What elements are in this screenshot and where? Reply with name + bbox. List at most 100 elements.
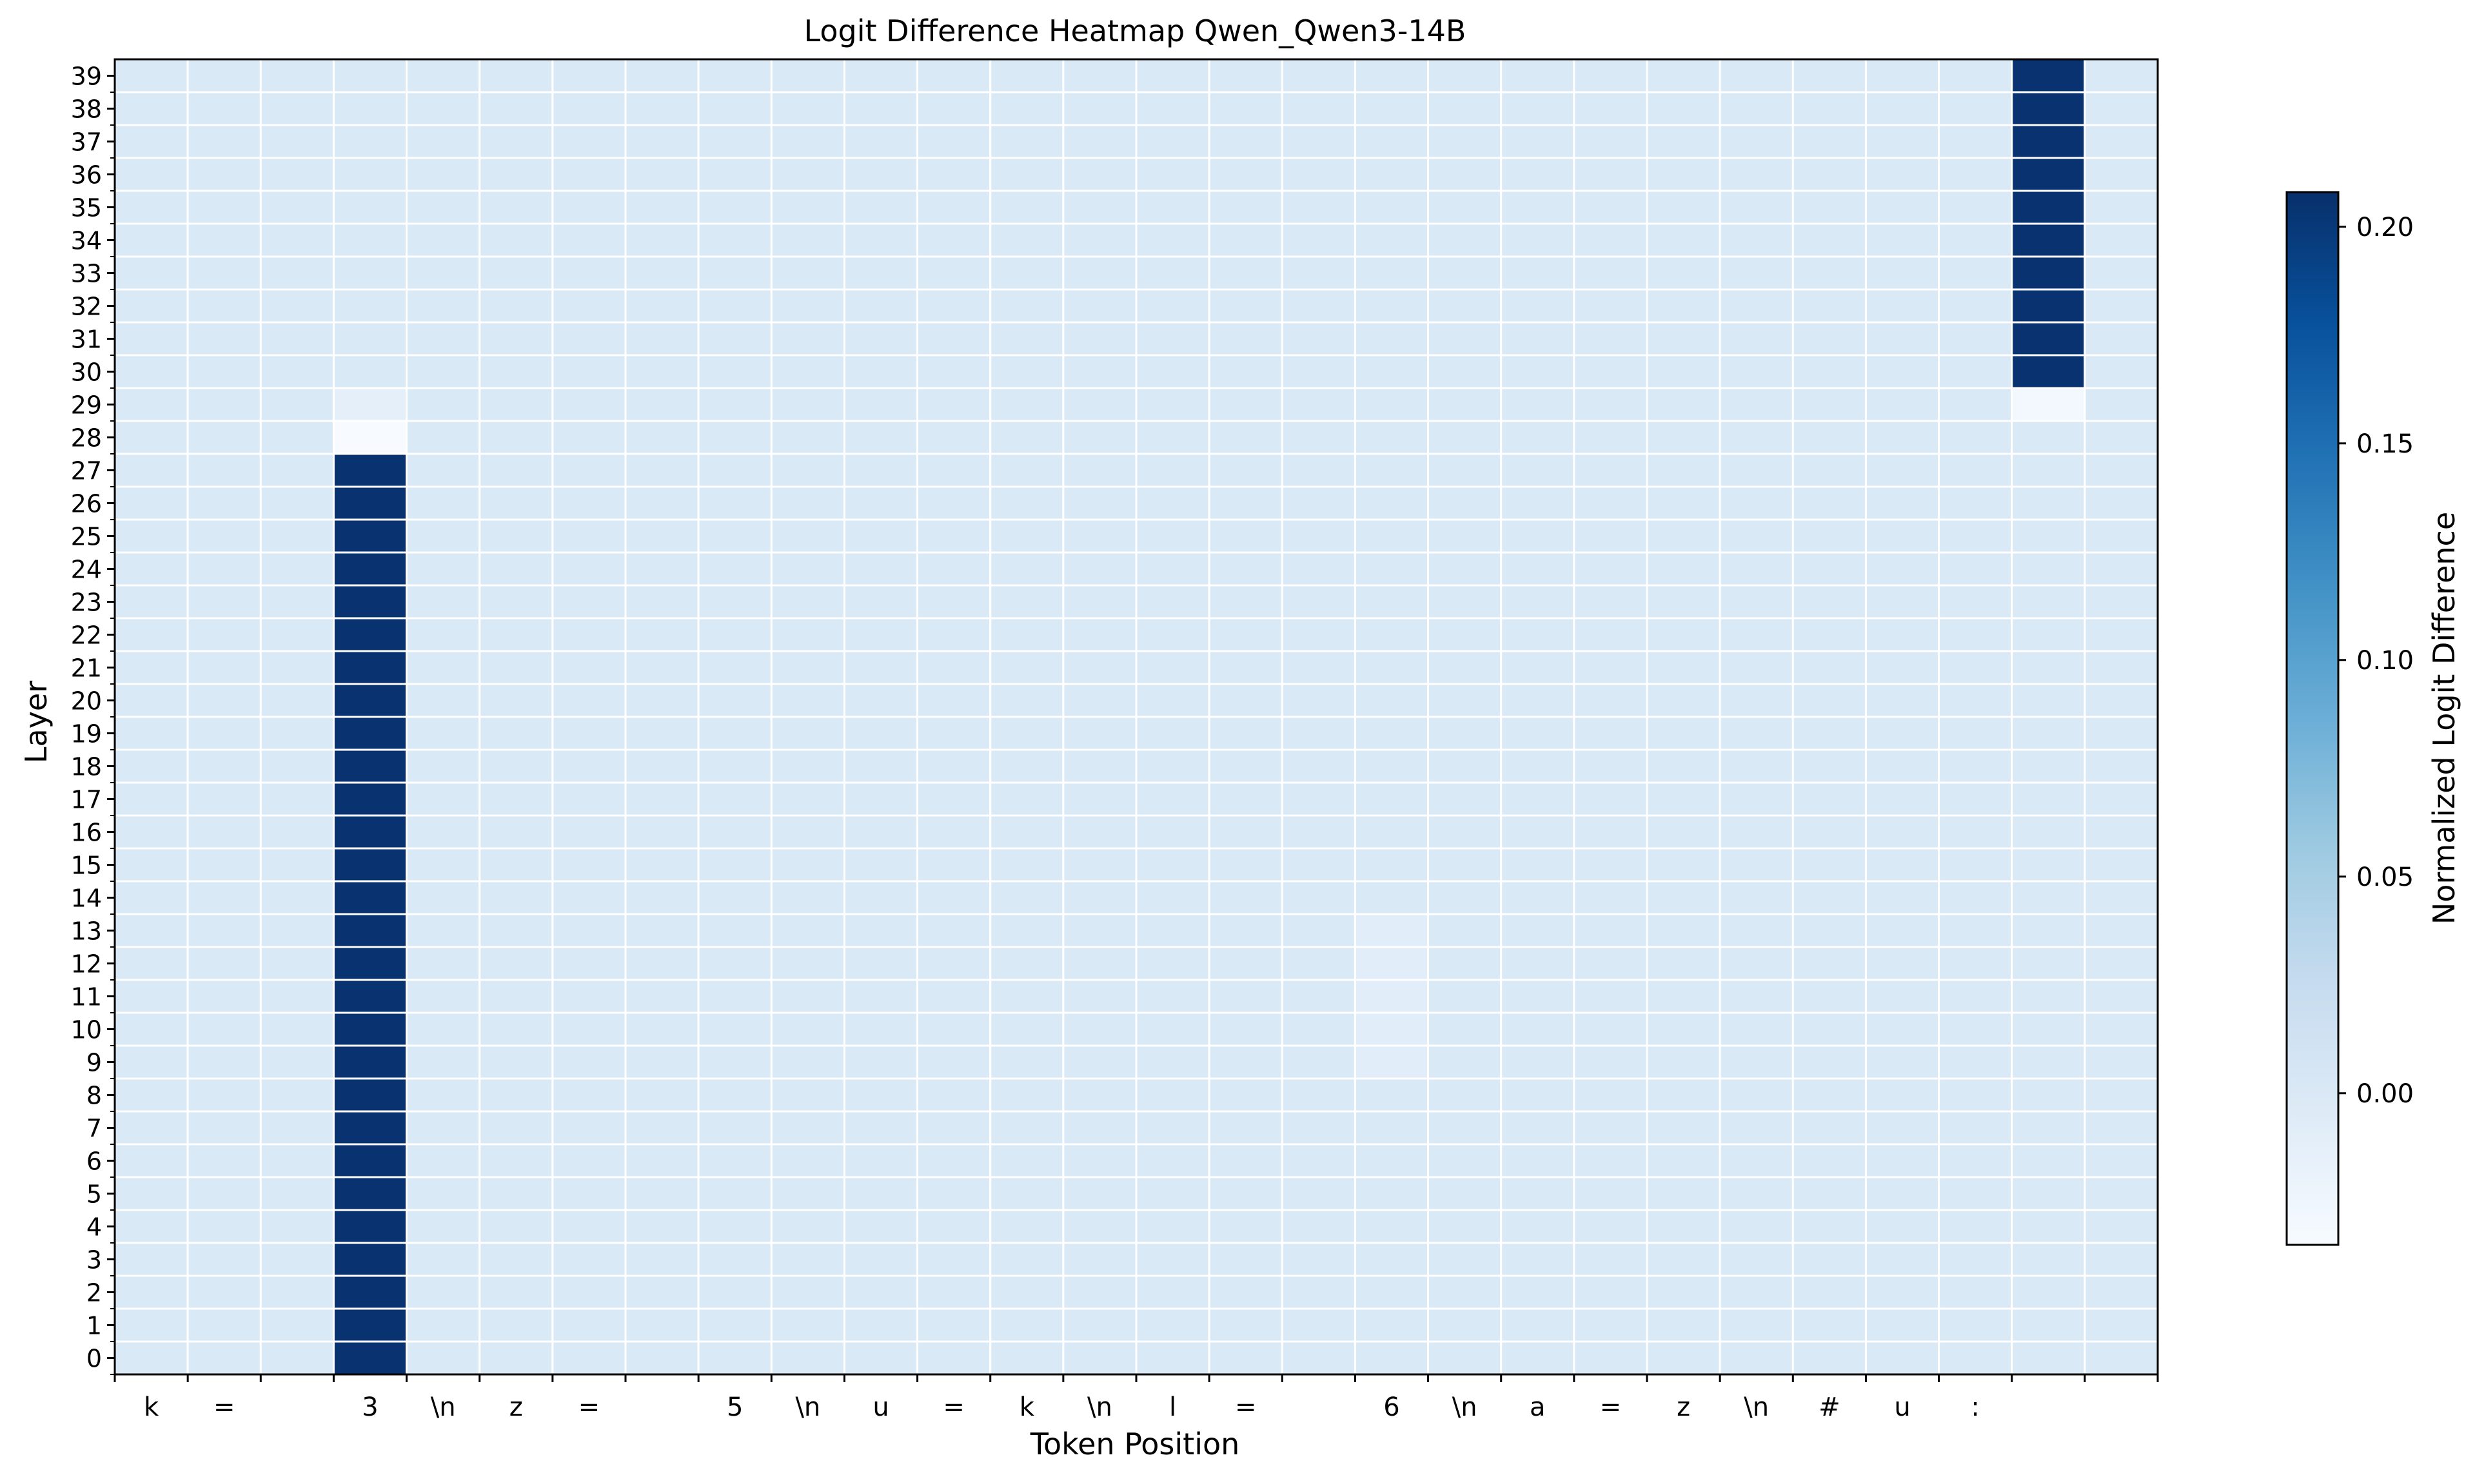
heatmap-cell [1500,1110,1575,1146]
heatmap-cell [770,979,845,1014]
heatmap-cell [478,453,554,488]
heatmap-cell [1135,1011,1210,1047]
heatmap-cell [1719,584,1794,620]
heatmap-cell [406,748,481,784]
heatmap-cell [332,1044,408,1080]
heatmap-cell [1062,157,1138,192]
heatmap-cell [186,617,262,652]
heatmap-cell [1646,847,1721,883]
heatmap-cell [1646,91,1721,126]
heatmap-cell [1938,453,2013,488]
heatmap-cell [332,1340,408,1376]
heatmap-cell [1791,1209,1867,1244]
heatmap-cell [186,913,262,948]
heatmap-cell [1646,124,1721,159]
heatmap-cell [2084,1274,2159,1310]
heatmap-cell [1938,485,2013,521]
heatmap-cell [1573,946,1648,981]
heatmap-cell [916,748,992,784]
heatmap-cell [697,222,773,258]
heatmap-cell [1791,1077,1867,1113]
heatmap-cell [1646,1176,1721,1211]
heatmap-cell [1791,880,1867,915]
heatmap-cell [989,847,1065,883]
heatmap-cell [259,781,335,817]
heatmap-cell [989,1307,1065,1343]
x-tick-label: z [1677,1392,1690,1422]
heatmap-cell [1354,190,1430,225]
heatmap-cell [406,880,481,915]
heatmap-cell [1938,716,2013,751]
heatmap-cell [1646,58,1721,93]
heatmap-cell [1427,1011,1503,1047]
heatmap-cell [770,190,845,225]
heatmap-cell [1646,913,1721,948]
heatmap-cell [989,91,1065,126]
heatmap-cell [1864,1176,1940,1211]
heatmap-cell [1281,453,1356,488]
heatmap-cell [989,1340,1065,1376]
heatmap-cell [1864,847,1940,883]
heatmap-cell [1135,124,1210,159]
heatmap-cell [1573,1044,1648,1080]
y-tick-label: 14 [71,884,102,913]
y-tick-label: 25 [71,523,102,551]
heatmap-cell [332,1011,408,1047]
heatmap-cell [551,650,627,685]
heatmap-cell [1864,1110,1940,1146]
x-tick-label: l [1169,1392,1176,1422]
heatmap-cell [1281,420,1356,455]
heatmap-cell [478,1274,554,1310]
heatmap-cell [113,617,189,652]
heatmap-cell [1500,946,1575,981]
heatmap-cell [1864,288,1940,324]
heatmap-cell [916,288,992,324]
heatmap-cell [1500,979,1575,1014]
heatmap-cell [1354,1274,1430,1310]
heatmap-cell [1062,485,1138,521]
heatmap-cell [113,58,189,93]
heatmap-cell [478,748,554,784]
heatmap-cell [697,1176,773,1211]
heatmap-cell [770,387,845,422]
heatmap-cell [113,1077,189,1113]
heatmap-cell [113,880,189,915]
heatmap-cell [843,518,919,554]
heatmap-cell [843,716,919,751]
heatmap-cell [843,814,919,850]
heatmap-cell [113,222,189,258]
heatmap-cell [186,748,262,784]
heatmap-cell [1573,91,1648,126]
heatmap-cell [843,584,919,620]
heatmap-cell [406,650,481,685]
heatmap-cell [1281,1011,1356,1047]
heatmap-cell [1573,1274,1648,1310]
heatmap-cell [1791,584,1867,620]
heatmap-cell [332,157,408,192]
heatmap-cell [1281,288,1356,324]
y-tick-label: 23 [71,589,102,617]
heatmap-cell [697,748,773,784]
heatmap-cell [916,354,992,389]
heatmap-cell [113,847,189,883]
x-tick-label: u [1894,1392,1910,1422]
heatmap-cell [186,683,262,718]
heatmap-cell [332,913,408,948]
heatmap-cell [1791,748,1867,784]
heatmap-cell [259,288,335,324]
heatmap-cell [332,1209,408,1244]
heatmap-cell [1208,190,1283,225]
heatmap-cell [1938,255,2013,291]
y-tick-label: 39 [71,63,102,91]
heatmap-cell [332,1274,408,1310]
heatmap-cell [916,1143,992,1178]
colorbar-tick-label: 0.00 [2356,1079,2414,1109]
heatmap-cell [843,781,919,817]
heatmap-cell [1719,453,1794,488]
heatmap-cell [916,551,992,587]
heatmap-cell [1500,124,1575,159]
y-tick-label: 13 [71,917,102,946]
heatmap-cell [843,453,919,488]
heatmap-cell [1719,716,1794,751]
